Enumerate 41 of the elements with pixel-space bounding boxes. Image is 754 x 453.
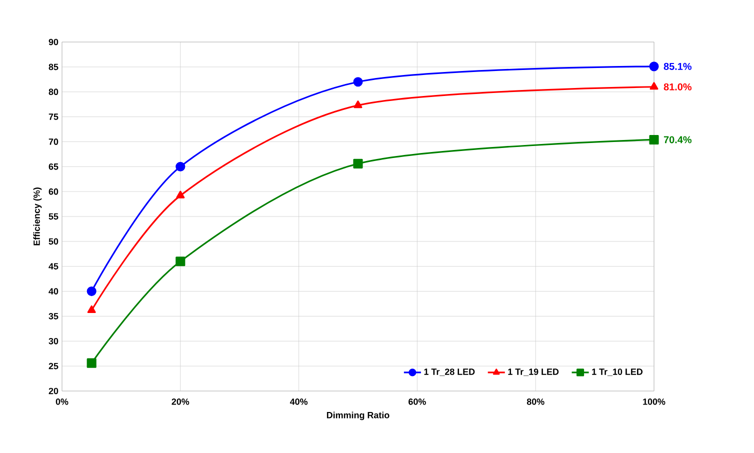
x-tick-label: 20% [172,398,190,405]
point [353,77,363,87]
y-tick-label: 25 [48,362,58,370]
point [649,62,659,72]
y-tick-label: 30 [48,338,58,344]
y-tick-label: 20 [48,388,58,394]
y-axis-title: Efficiency (%) [33,188,42,246]
point [354,100,362,108]
x-tick-label: 80% [526,398,544,405]
data-label: 81.0% [664,83,692,90]
data-label: 70.4% [664,136,692,144]
legend-label: 1 Tr_19 LED [508,368,559,376]
point [649,134,659,145]
y-tick-label: 45 [48,263,58,270]
point [87,305,96,314]
legend-label: 1 Tr_28 LED [424,368,475,376]
y-tick-label: 75 [48,114,58,120]
x-axis-title: Dimming Ratio [326,412,390,420]
y-tick-label: 35 [48,313,58,320]
point [353,158,363,168]
y-tick-label: 80 [48,88,58,96]
x-tick-label: 100% [643,398,666,405]
legend-label: 1 Tr_10 LED [592,368,643,376]
y-tick-label: 40 [48,288,58,294]
y-tick-label: 90 [48,38,58,46]
point [176,256,186,266]
point [176,162,186,172]
x-tick-label: 60% [408,398,426,405]
point [650,82,658,90]
y-tick-label: 60 [48,188,58,195]
point [176,190,185,198]
point [86,358,96,368]
y-tick-label: 55 [48,213,58,220]
y-tick-label: 65 [48,163,58,170]
x-tick-label: 40% [290,398,308,405]
data-label: 85.1% [664,62,692,70]
y-tick-label: 70 [48,138,58,145]
x-tick-label: 0% [56,398,68,405]
y-tick-label: 85 [48,64,58,70]
point [86,286,96,296]
y-tick-label: 50 [48,238,58,245]
